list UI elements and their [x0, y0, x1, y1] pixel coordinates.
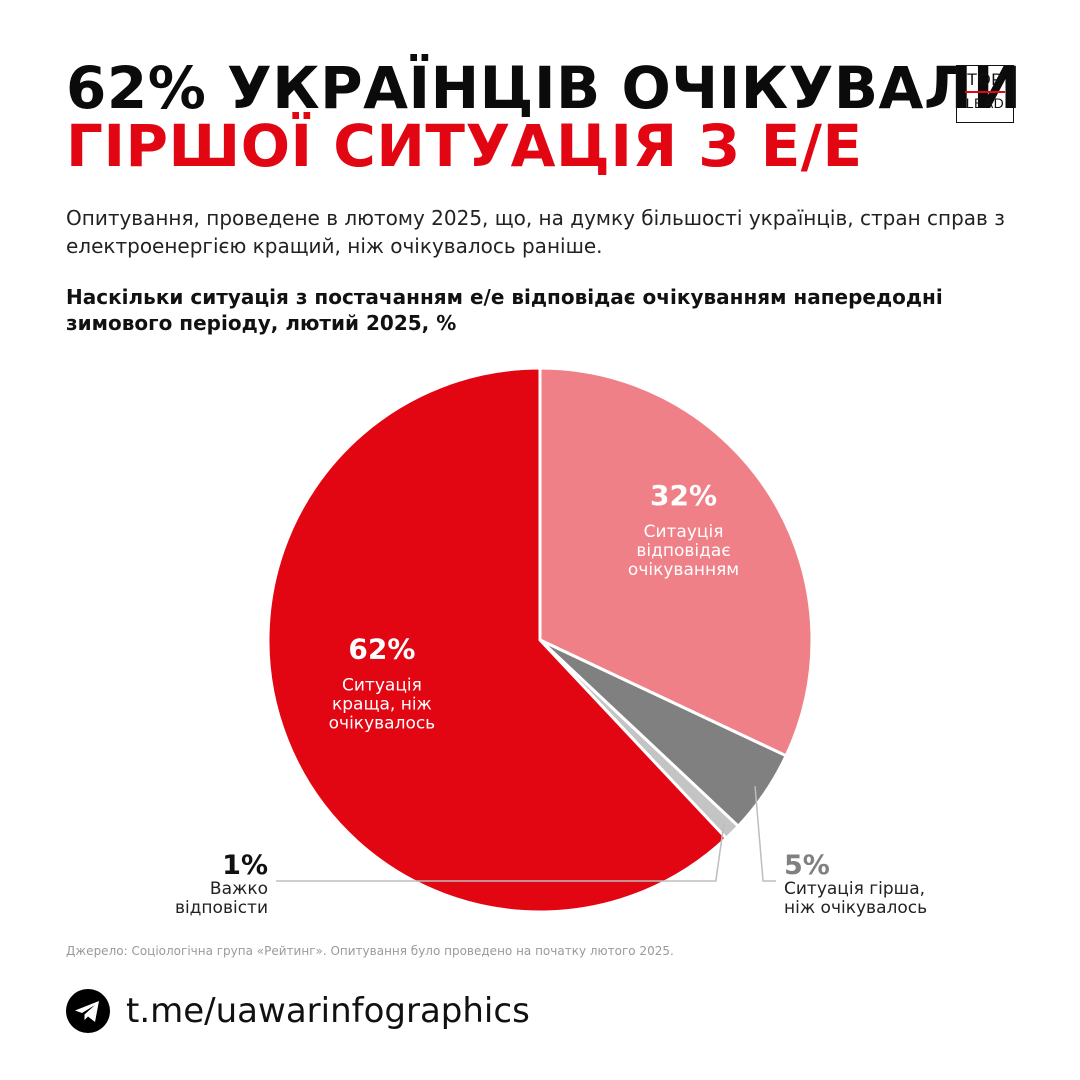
slice-label-worse: Ситуація гірша, — [784, 879, 925, 899]
pie-slice-as-expected — [538, 366, 814, 758]
logo-top-text: TOP — [966, 70, 1004, 89]
source-note: Джерело: Соціологічна група «Рейтинг». О… — [66, 944, 674, 958]
slice-label-better: Ситуація — [342, 676, 422, 696]
slice-value-hard-to-say: 1% — [222, 850, 268, 881]
top-lead-logo: TOP LEAD — [956, 65, 1014, 123]
subtitle: Опитування, проведене в лютому 2025, що,… — [66, 206, 1005, 258]
slice-value-worse: 5% — [784, 850, 830, 881]
logo-divider — [965, 91, 1005, 93]
slice-label-as-expected: очікуванням — [628, 560, 739, 580]
telegram-icon[interactable] — [66, 989, 110, 1033]
leader-line-worse — [754, 786, 776, 882]
slice-label-better: краща, ніж — [332, 695, 432, 715]
slice-label-as-expected: Ситауція — [644, 522, 724, 542]
pie-slice-better — [266, 366, 728, 914]
slice-label-as-expected: відповідає — [636, 541, 730, 561]
telegram-plane-icon — [75, 1001, 99, 1022]
slice-label-hard-to-say: відповісти — [175, 898, 268, 918]
slice-label-hard-to-say: Важко — [210, 879, 268, 899]
slice-label-better: очікувалось — [329, 714, 436, 734]
title-line-2: ГІРШОЇ СИТУАЦІЯ З Е/Е — [66, 112, 863, 180]
logo-bottom-text: LEAD — [965, 94, 1005, 111]
chart-title: Наскільки ситуація з постачанням е/е від… — [66, 285, 943, 335]
slice-label-worse: ніж очікувалось — [784, 898, 927, 918]
title-line-1: 62% УКРАЇНЦІВ ОЧІКУВАЛИ — [66, 54, 1022, 122]
telegram-link[interactable]: t.me/uawarinfographics — [126, 991, 530, 1031]
slice-value-as-expected: 32% — [650, 479, 717, 512]
leader-line-hard-to-say — [276, 823, 725, 882]
slice-value-better: 62% — [348, 633, 415, 666]
